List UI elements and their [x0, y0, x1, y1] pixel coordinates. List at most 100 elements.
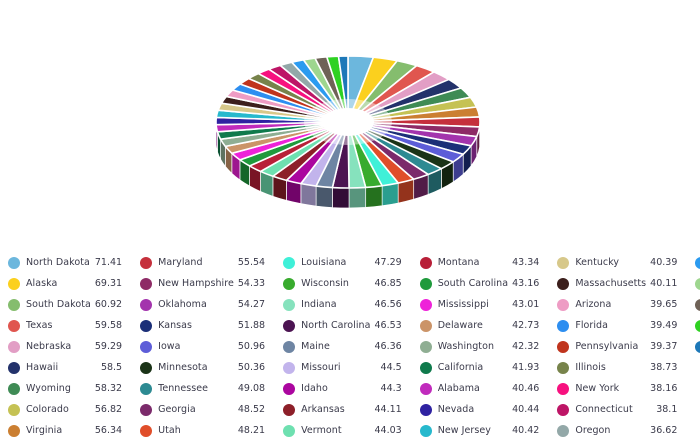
legend-spacer: [687, 420, 700, 441]
legend-color-swatch: [695, 320, 700, 332]
legend-item-label: South Dakota: [26, 299, 91, 310]
legend-item-value: 48.52: [234, 404, 265, 415]
legend-item-label: Oklahoma: [158, 299, 234, 310]
legend-color-swatch: [283, 341, 295, 353]
legend-item-value: 42.32: [508, 341, 539, 352]
legend-color-swatch: [695, 257, 700, 269]
legend-color-swatch: [557, 383, 569, 395]
legend-item-value: 47.29: [370, 257, 401, 268]
legend-color-swatch: [283, 299, 295, 311]
pie-slice-wall: [349, 187, 366, 208]
legend-item-label: Nebraska: [26, 341, 91, 352]
legend-item[interactable]: Michigan33.58: [687, 273, 700, 294]
legend-item-label: Kentucky: [575, 257, 646, 268]
pie-chart-3d[interactable]: [0, 0, 700, 250]
legend-item[interactable]: West Virginia26.52: [687, 336, 700, 357]
legend-item-label: Maryland: [158, 257, 234, 268]
legend-item-label: Pennsylvania: [575, 341, 646, 352]
legend-color-swatch: [8, 257, 20, 269]
legend-item-value: 58.32: [91, 383, 122, 394]
legend-item-label: North Dakota: [26, 257, 91, 268]
legend-item-label: Alaska: [26, 278, 91, 289]
legend-item-label: Tennessee: [158, 383, 234, 394]
legend-item-value: 71.41: [91, 257, 122, 268]
legend-color-swatch: [283, 257, 295, 269]
legend-item[interactable]: New Mexico33.57: [687, 294, 700, 315]
legend-item-value: 38.73: [646, 362, 677, 373]
legend-item-label: Louisiana: [301, 257, 370, 268]
legend-color-swatch: [8, 299, 20, 311]
legend-item-label: Illinois: [575, 362, 646, 373]
legend-item-label: Kansas: [158, 320, 234, 331]
legend-item-label: Florida: [575, 320, 646, 331]
legend-item[interactable]: Ohio35.4: [687, 252, 700, 273]
legend-item-value: 59.58: [91, 320, 122, 331]
legend-spacer: [687, 357, 700, 378]
legend-item-value: 38.16: [646, 383, 677, 394]
legend-item-label: New York: [575, 383, 646, 394]
legend-item-value: 50.96: [234, 341, 265, 352]
legend-item-label: Texas: [26, 320, 91, 331]
legend-item-value: 42.73: [508, 320, 539, 331]
legend-color-swatch: [420, 425, 432, 437]
legend-color-swatch: [283, 383, 295, 395]
legend-item[interactable]: Rhode Island32.86: [687, 315, 700, 336]
legend-item-value: 49.08: [234, 383, 265, 394]
legend-color-swatch: [283, 320, 295, 332]
legend-color-swatch: [557, 425, 569, 437]
legend-item-value: 44.11: [370, 404, 401, 415]
legend-item-label: Delaware: [438, 320, 508, 331]
legend-item-value: 46.36: [370, 341, 401, 352]
legend-item-label: Utah: [158, 425, 234, 436]
legend-color-swatch: [140, 299, 152, 311]
legend-item-label: South Carolina: [438, 278, 508, 289]
legend-item-value: 43.34: [508, 257, 539, 268]
legend-item-label: Vermont: [301, 425, 370, 436]
